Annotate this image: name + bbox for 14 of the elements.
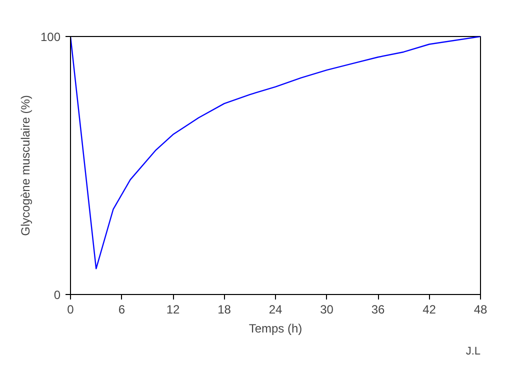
x-tick-label: 42 xyxy=(422,302,436,316)
text: J.L xyxy=(466,346,481,358)
x-tick-label: 0 xyxy=(67,302,74,316)
x-tick-label: 12 xyxy=(166,302,180,316)
x-tick-label: 24 xyxy=(268,302,282,316)
x-axis-title: Temps (h) xyxy=(248,322,302,336)
x-tick-label: 48 xyxy=(474,302,488,316)
x-tick-label: 36 xyxy=(371,302,385,316)
x-tick-label: 18 xyxy=(218,302,232,316)
x-tick-label: 30 xyxy=(320,302,334,316)
y-axis-title: Glycogène musculaire (%) xyxy=(18,95,32,236)
x-tick-label: 6 xyxy=(118,302,126,316)
line-series xyxy=(70,36,480,270)
y-tick-label: 100 xyxy=(40,30,61,44)
